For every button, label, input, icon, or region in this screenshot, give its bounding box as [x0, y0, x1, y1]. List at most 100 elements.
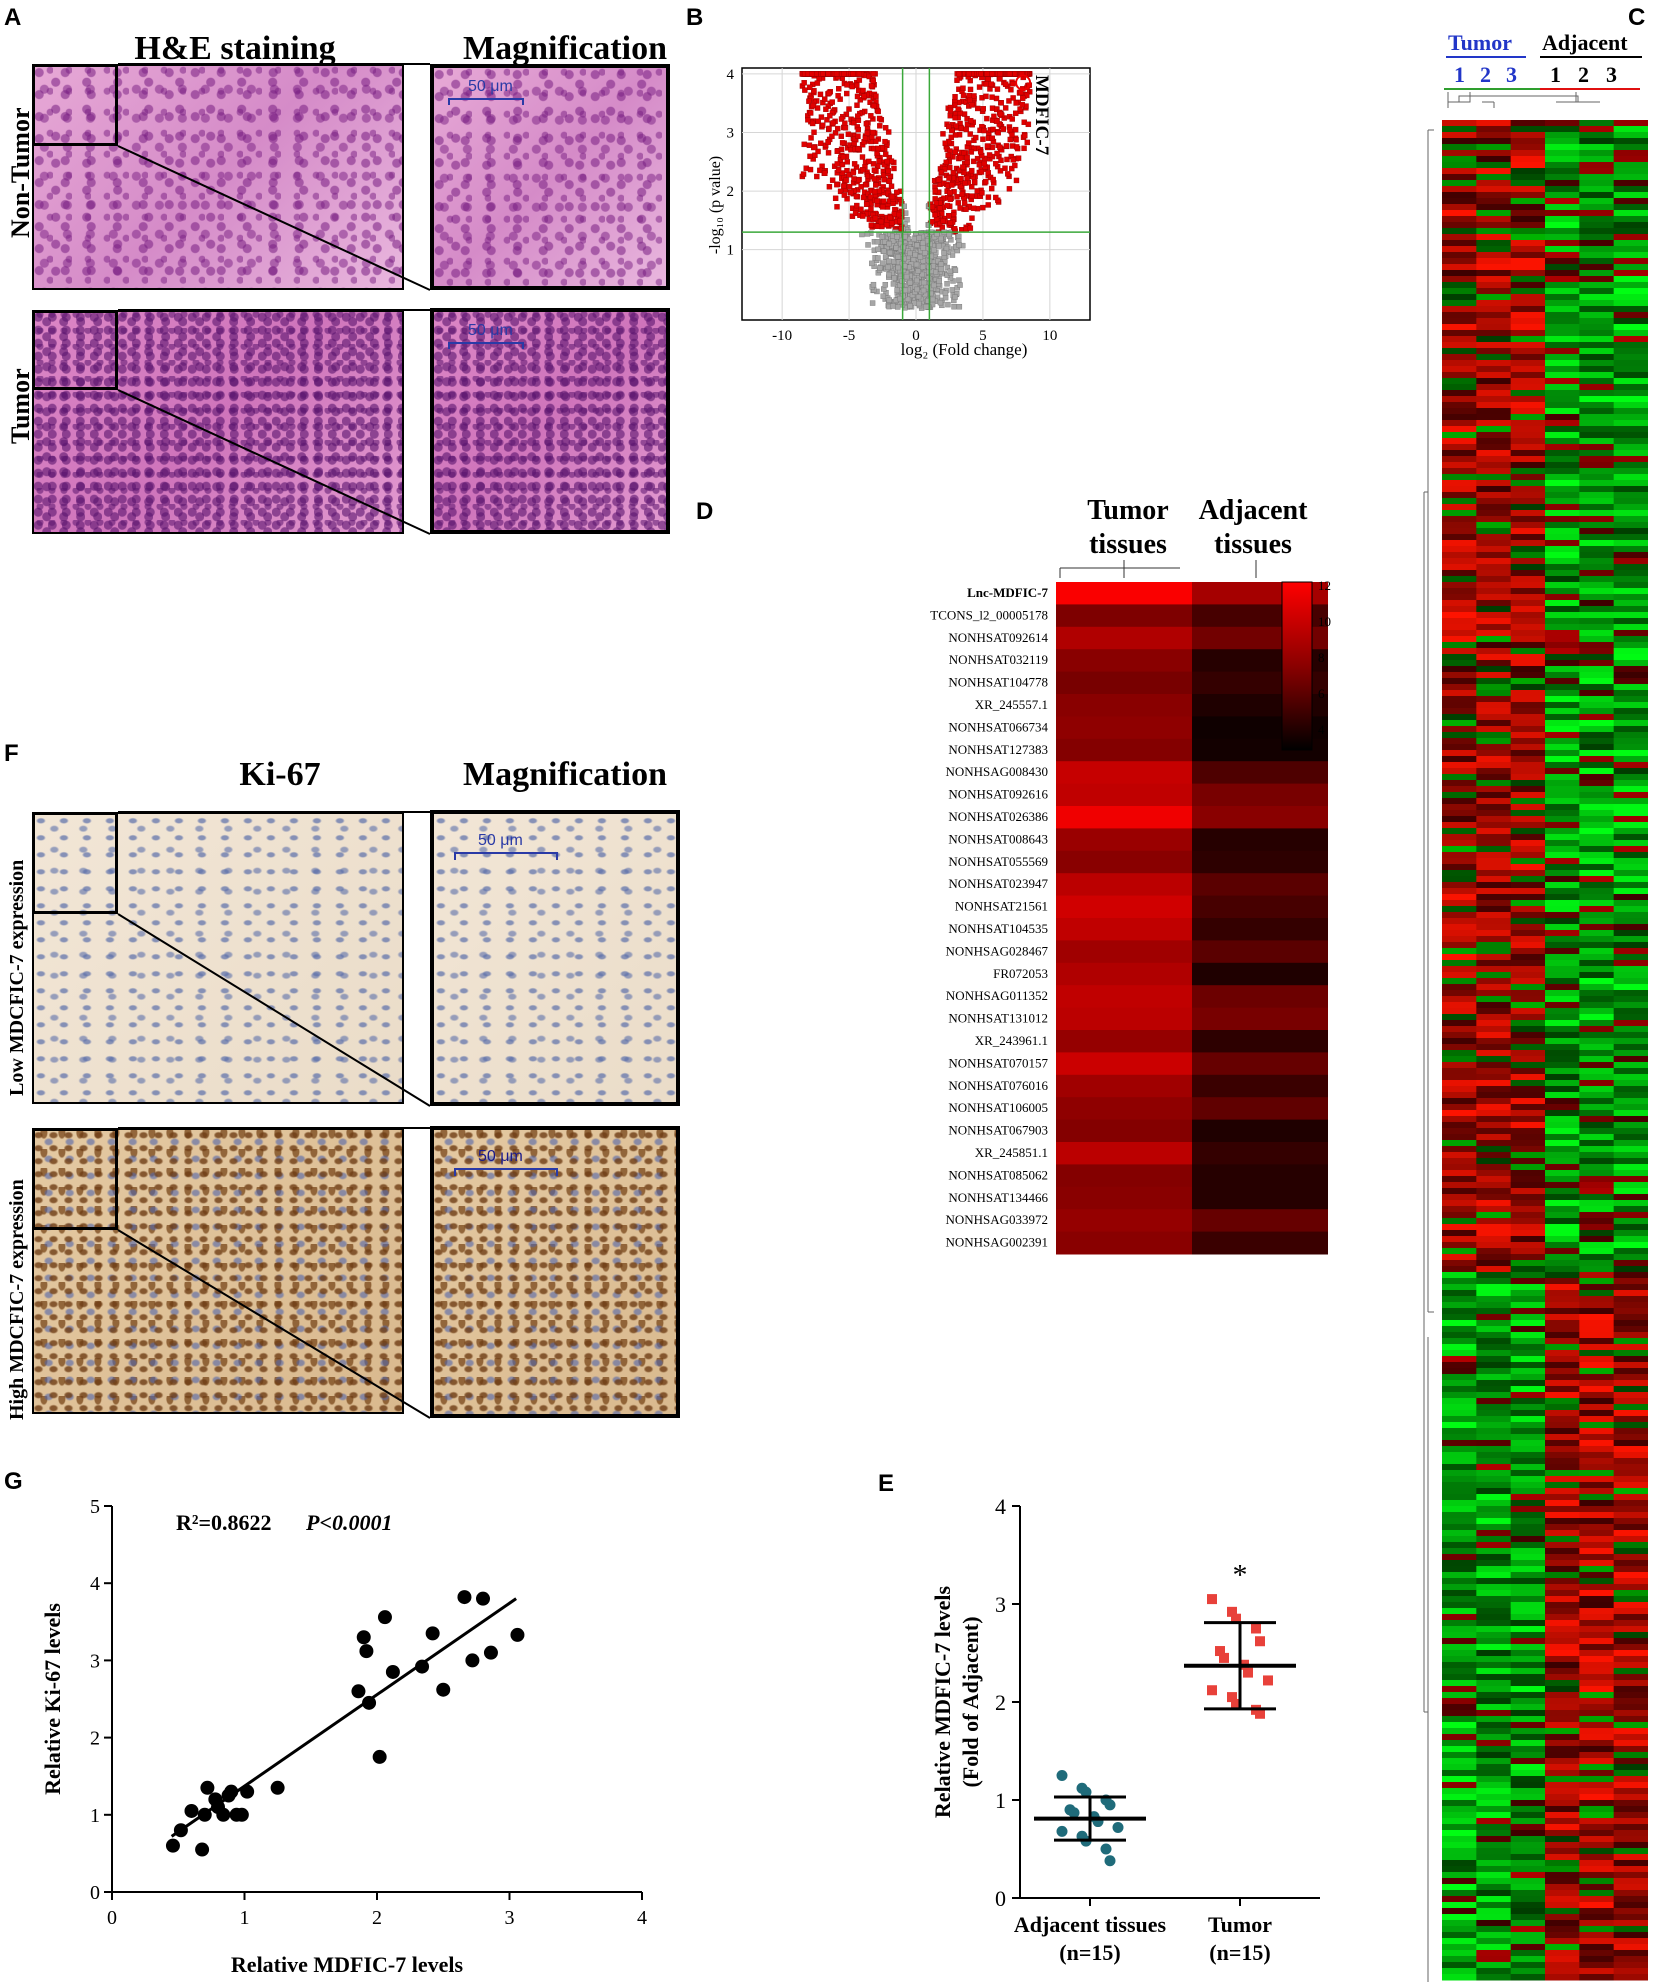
data-point: [197, 1807, 212, 1822]
heatmap-cell: [1442, 1812, 1477, 1819]
heatmap-cell: [1476, 984, 1512, 991]
heatmap-cell: [1613, 1404, 1648, 1411]
volcano-point: [881, 248, 887, 254]
x-tick-label: Tumor: [1208, 1912, 1272, 1937]
heatmap-cell: [1510, 162, 1546, 169]
volcano-point: [815, 148, 821, 155]
heatmap-cell: [1613, 1446, 1648, 1453]
heatmap-cell: [1476, 408, 1512, 415]
heatmap-cell: [1613, 1392, 1648, 1399]
heatmap-cell: [1613, 420, 1648, 427]
heatmap-cell: [1442, 1944, 1477, 1951]
heatmap-cell: [1442, 1404, 1477, 1411]
heatmap-cell: [1579, 1812, 1615, 1819]
heatmap-cell: [1613, 432, 1648, 439]
heatmap-cell: [1613, 1626, 1648, 1633]
heatmap-cell: [1613, 1854, 1648, 1861]
heatmap-cell: [1545, 702, 1580, 709]
heatmap-cell: [1545, 750, 1580, 757]
heatmap-cell: [1510, 1836, 1546, 1843]
heatmap-cell: [1579, 510, 1615, 517]
heatmap-cell: [1613, 1728, 1648, 1735]
volcano-point: [961, 200, 968, 206]
heatmap-cell: [1613, 264, 1648, 271]
heatmap-cell: [1613, 210, 1648, 217]
heatmap-cell: [1579, 786, 1615, 793]
heatmap-cell: [1510, 672, 1546, 679]
heatmap-cell: [1545, 162, 1580, 169]
volcano-point: [898, 198, 904, 205]
volcano-point: [874, 150, 880, 157]
heatmap-cell: [1510, 1518, 1546, 1525]
volcano-point: [1002, 105, 1009, 111]
heatmap-cell: [1579, 852, 1615, 859]
heatmap-cell: [1476, 1476, 1512, 1483]
volcano-point: [964, 175, 970, 182]
heatmap-cell: [1545, 1884, 1580, 1891]
heatmap-cell: [1476, 1026, 1512, 1033]
heatmap-cell: [1510, 1308, 1546, 1315]
volcano-point: [873, 93, 879, 99]
heatmap-cell: [1613, 408, 1648, 415]
data-point: [415, 1659, 430, 1674]
heatmap-cell: [1613, 1836, 1648, 1843]
volcano-point: [889, 193, 896, 200]
heatmap-cell: [1442, 1872, 1477, 1879]
heatmap-cell: [1442, 732, 1477, 739]
heatmap-cell: [1579, 1854, 1615, 1861]
heatmap-cell: [1442, 1386, 1477, 1393]
heatmap-cell: [1579, 702, 1615, 709]
heatmap-cell: [1476, 1170, 1512, 1177]
heatmap-cell: [1442, 696, 1477, 703]
heatmap-cell: [1545, 1122, 1580, 1129]
volcano-point: [1012, 126, 1019, 133]
volcano-point: [890, 258, 897, 265]
heatmap-cell: [1545, 1740, 1580, 1747]
heatmap-cell-adjacent: [1192, 895, 1328, 919]
heatmap-cell: [1442, 552, 1477, 559]
heatmap-cell: [1579, 1632, 1615, 1639]
volcano-point: [806, 98, 812, 104]
heatmap-cell: [1442, 192, 1477, 199]
heatmap-cell: [1476, 456, 1512, 463]
heatmap-cell: [1476, 1452, 1512, 1459]
legend-tick-label: 10: [1318, 614, 1331, 629]
heatmap-cell: [1579, 996, 1615, 1003]
volcano-point: [868, 206, 874, 212]
heatmap-cell: [1442, 768, 1477, 775]
heatmap-cell: [1476, 1140, 1512, 1147]
heatmap-cell: [1510, 546, 1546, 553]
heatmap-cell: [1476, 816, 1512, 823]
volcano-point: [886, 258, 892, 264]
heatmap-cell: [1476, 1440, 1512, 1447]
volcano-point: [830, 120, 836, 126]
volcano-point: [818, 140, 824, 146]
data-point: [425, 1626, 440, 1641]
volcano-point: [866, 158, 872, 165]
heatmap-cell: [1510, 1542, 1546, 1549]
x-tick-label: 4: [637, 1907, 647, 1929]
heatmap-cell: [1579, 540, 1615, 547]
volcano-point: [983, 81, 990, 87]
heatmap-cell: [1613, 798, 1648, 805]
heatmap-cell: [1613, 468, 1648, 475]
data-point: [270, 1780, 285, 1795]
heatmap-cell: [1613, 1176, 1648, 1183]
heatmap-cell: [1510, 1788, 1546, 1795]
heatmap-cell: [1442, 1422, 1477, 1429]
volcano-point: [994, 150, 1000, 157]
heatmap-cell: [1476, 438, 1512, 445]
heatmap-cell: [1442, 1746, 1477, 1753]
volcano-point: [894, 234, 900, 240]
heatmap-cell: [1476, 780, 1512, 787]
heatmap-cell: [1545, 306, 1580, 313]
heatmap-cell: [1613, 1020, 1648, 1027]
heatmap-cell: [1476, 1134, 1512, 1141]
heatmap-cell-tumor: [1056, 918, 1192, 941]
heatmap-cell: [1545, 930, 1580, 937]
heatmap-cell: [1579, 1002, 1615, 1009]
heatmap-cell: [1510, 528, 1546, 535]
heatmap-cell: [1579, 690, 1615, 697]
volcano-point: [913, 261, 920, 268]
heatmap-cell: [1545, 510, 1580, 517]
